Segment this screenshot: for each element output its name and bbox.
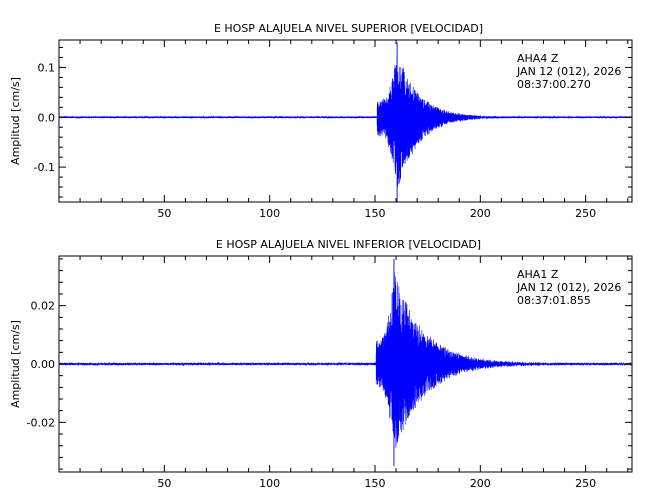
time-label: 08:37:00.270 xyxy=(517,78,591,91)
station-label: AHA4 Z xyxy=(517,52,559,65)
y-tick-label: 0.00 xyxy=(31,358,56,371)
panel-title: E HOSP ALAJUELA NIVEL SUPERIOR [VELOCIDA… xyxy=(214,22,483,35)
station-label: AHA1 Z xyxy=(517,268,559,281)
time-label: 08:37:01.855 xyxy=(517,294,591,307)
waveform-series xyxy=(58,55,633,187)
y-tick-label: -0.1 xyxy=(34,161,55,174)
y-axis-label: Amplitud [cm/s] xyxy=(9,77,22,165)
x-tick-label: 150 xyxy=(364,207,385,220)
y-tick-label: 0.0 xyxy=(38,111,56,124)
x-tick-label: 100 xyxy=(259,477,280,490)
x-tick-label: 100 xyxy=(259,207,280,220)
panel-2: E HOSP ALAJUELA NIVEL INFERIOR [VELOCIDA… xyxy=(9,238,633,490)
date-label: JAN 12 (012), 2026 xyxy=(516,65,621,78)
x-tick-label: 200 xyxy=(470,207,491,220)
x-tick-label: 50 xyxy=(157,477,171,490)
panel-1: E HOSP ALAJUELA NIVEL SUPERIOR [VELOCIDA… xyxy=(9,22,633,220)
plot-frame xyxy=(58,39,633,203)
panel-title: E HOSP ALAJUELA NIVEL INFERIOR [VELOCIDA… xyxy=(216,238,481,251)
y-axis-label: Amplitud [cm/s] xyxy=(9,320,22,408)
waveform-series xyxy=(58,272,633,448)
y-tick-label: 0.1 xyxy=(38,61,56,74)
x-tick-label: 250 xyxy=(575,207,596,220)
x-tick-label: 150 xyxy=(364,477,385,490)
x-tick-label: 250 xyxy=(575,477,596,490)
y-tick-label: -0.02 xyxy=(27,416,55,429)
date-label: JAN 12 (012), 2026 xyxy=(516,281,621,294)
x-tick-label: 200 xyxy=(470,477,491,490)
y-tick-label: 0.02 xyxy=(31,300,56,313)
x-tick-label: 50 xyxy=(157,207,171,220)
